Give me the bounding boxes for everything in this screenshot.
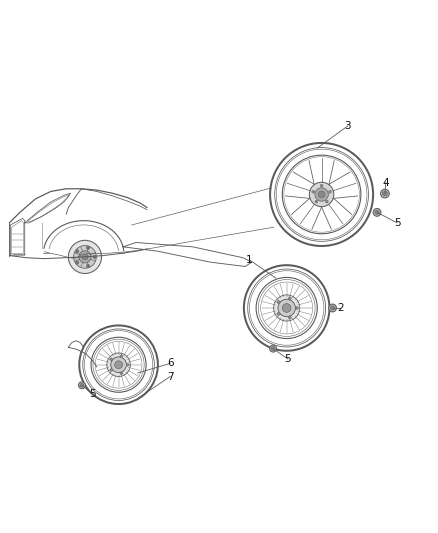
Circle shape (120, 355, 123, 358)
Text: 7: 7 (167, 372, 173, 382)
Circle shape (110, 358, 113, 361)
Circle shape (277, 301, 280, 304)
Circle shape (381, 189, 389, 198)
Circle shape (75, 261, 79, 264)
Circle shape (315, 200, 318, 203)
Circle shape (126, 364, 129, 366)
Circle shape (107, 353, 131, 376)
Circle shape (375, 210, 379, 214)
Text: 6: 6 (167, 358, 173, 368)
Circle shape (283, 304, 291, 312)
Text: 5: 5 (285, 354, 291, 364)
Circle shape (274, 295, 300, 321)
Circle shape (277, 312, 280, 316)
Circle shape (110, 369, 113, 372)
Text: 5: 5 (89, 389, 95, 399)
Text: 5: 5 (394, 218, 400, 228)
Circle shape (325, 200, 328, 203)
Circle shape (330, 306, 335, 310)
Circle shape (74, 246, 96, 268)
Circle shape (328, 190, 332, 193)
Circle shape (288, 316, 291, 319)
Circle shape (288, 297, 291, 300)
Circle shape (79, 251, 91, 263)
Circle shape (75, 249, 79, 253)
Circle shape (93, 255, 96, 259)
Circle shape (278, 299, 295, 317)
Circle shape (270, 345, 277, 352)
Text: 3: 3 (345, 121, 351, 131)
Circle shape (328, 304, 336, 312)
Circle shape (120, 372, 123, 375)
Circle shape (68, 240, 102, 273)
Circle shape (271, 346, 275, 351)
Text: 2: 2 (337, 303, 344, 313)
Circle shape (315, 188, 328, 201)
Circle shape (86, 246, 90, 249)
Circle shape (312, 190, 314, 193)
Text: 4: 4 (382, 177, 389, 188)
Circle shape (80, 383, 84, 387)
Circle shape (111, 357, 127, 373)
Circle shape (309, 182, 334, 207)
Circle shape (382, 191, 387, 196)
Text: 1: 1 (246, 255, 253, 265)
Circle shape (78, 382, 85, 389)
Circle shape (86, 264, 90, 268)
Circle shape (318, 191, 325, 198)
Circle shape (295, 306, 298, 310)
Circle shape (115, 361, 123, 369)
Circle shape (373, 208, 381, 216)
Circle shape (320, 184, 323, 187)
Circle shape (82, 254, 88, 260)
